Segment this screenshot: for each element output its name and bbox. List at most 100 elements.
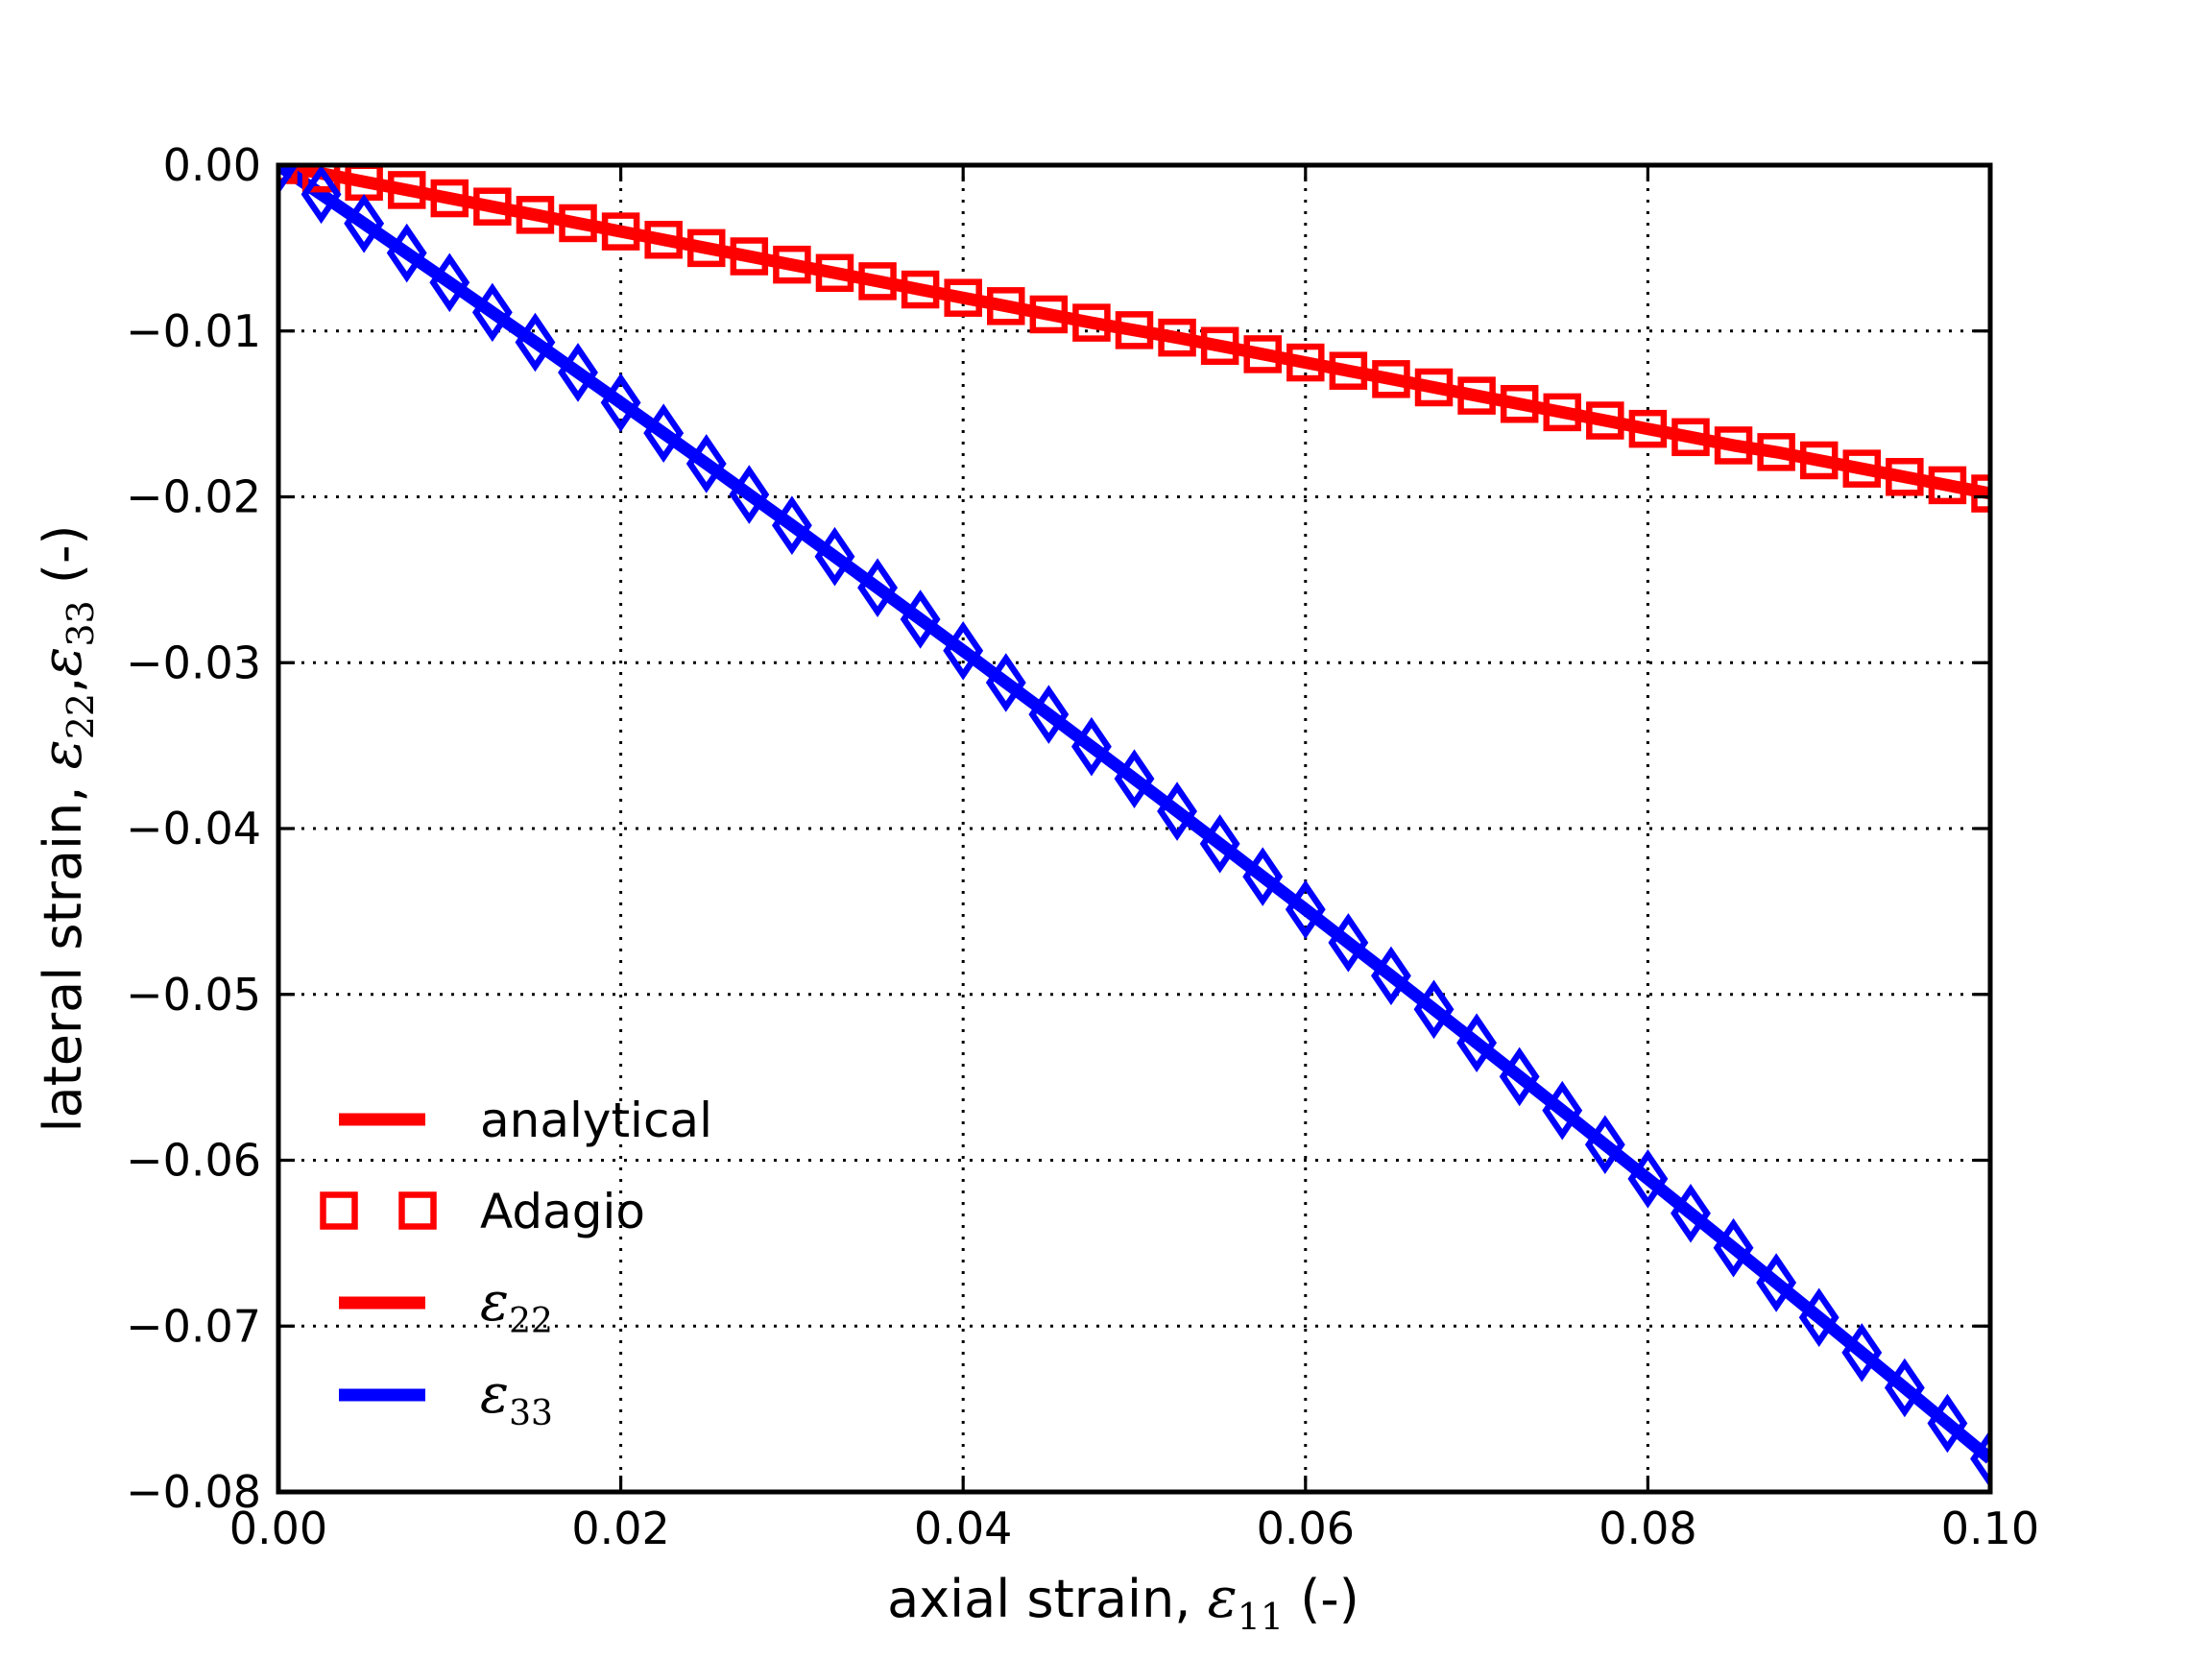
diamond-marker xyxy=(1584,1115,1625,1175)
label-segment: (-) xyxy=(33,524,93,600)
diamond-marker xyxy=(771,495,812,555)
square-marker xyxy=(601,212,640,251)
legend-label: ε33 xyxy=(480,1363,553,1433)
x-tick-label: 0.06 xyxy=(1257,1503,1355,1554)
legend-square-swatch xyxy=(320,1191,358,1230)
diamond-marker xyxy=(1413,979,1455,1040)
diamond-marker xyxy=(1328,913,1369,973)
legend-row: ε33 xyxy=(339,1363,553,1433)
square-marker xyxy=(473,187,512,226)
square-marker xyxy=(1372,360,1410,398)
label-segment: axial strain, xyxy=(887,1569,1207,1629)
label-segment: , xyxy=(33,677,93,693)
diamond-marker xyxy=(1884,1358,1925,1418)
diamond-marker xyxy=(1499,1046,1540,1107)
diamond-marker xyxy=(1841,1323,1883,1382)
label-segment: ε xyxy=(480,1363,509,1426)
diamond-marker xyxy=(1671,1184,1711,1243)
diamond-marker xyxy=(600,373,641,433)
series-markers-epsilon_22 xyxy=(278,165,1990,513)
square-marker xyxy=(1628,409,1668,448)
x-axis-label: axial strain, ε11 (-) xyxy=(887,1565,1359,1638)
square-marker xyxy=(1671,418,1710,457)
label-segment: ε xyxy=(29,647,94,677)
y-tick-label: −0.06 xyxy=(126,1135,261,1187)
square-marker xyxy=(516,196,555,234)
square-marker xyxy=(1842,449,1882,488)
diamond-marker xyxy=(515,312,556,373)
x-tick-label: 0.08 xyxy=(1599,1503,1696,1554)
square-marker xyxy=(1029,295,1069,334)
diamond-marker xyxy=(1199,814,1240,874)
diamond-marker xyxy=(471,282,513,343)
y-tick-label: −0.02 xyxy=(126,471,261,523)
y-tick-label: −0.07 xyxy=(126,1300,261,1352)
series-markers-epsilon_33 xyxy=(278,165,1990,1489)
label-segment: ε xyxy=(29,739,94,769)
diamond-marker xyxy=(1542,1080,1583,1141)
diamond-marker xyxy=(1627,1149,1669,1209)
square-marker xyxy=(1329,351,1368,390)
diamond-marker xyxy=(943,621,984,681)
diamond-marker xyxy=(344,194,385,253)
diamond-marker xyxy=(1157,781,1198,841)
diamond-marker xyxy=(1371,946,1411,1006)
diamond-marker xyxy=(1927,1393,1968,1454)
square-marker xyxy=(1243,335,1282,373)
diamond-marker xyxy=(301,165,342,225)
label-segment: Adagio xyxy=(480,1184,645,1239)
diamond-marker xyxy=(1713,1217,1754,1278)
legend-row: analytical xyxy=(339,1093,712,1148)
y-tick-label: −0.05 xyxy=(126,969,261,1021)
label-segment: ε xyxy=(480,1271,509,1334)
diamond-marker xyxy=(1285,879,1326,940)
square-marker xyxy=(1414,368,1454,407)
square-marker xyxy=(858,262,897,301)
diamond-marker xyxy=(643,403,685,463)
square-marker xyxy=(730,237,769,276)
label-segment: 22 xyxy=(509,1302,553,1341)
diamond-marker xyxy=(558,343,598,402)
square-marker xyxy=(687,228,726,268)
square-marker xyxy=(430,179,469,218)
square-marker xyxy=(1757,433,1795,471)
square-marker xyxy=(1928,466,1967,505)
diamond-marker xyxy=(1028,685,1070,744)
square-marker xyxy=(1586,401,1624,440)
square-marker xyxy=(387,171,426,209)
label-segment: 11 xyxy=(1238,1596,1284,1638)
square-marker xyxy=(559,204,597,243)
diamond-marker xyxy=(857,558,898,617)
legend-row: ε22 xyxy=(339,1271,553,1341)
square-marker xyxy=(1286,343,1325,382)
y-tick-label: −0.08 xyxy=(126,1466,261,1518)
label-segment: 33 xyxy=(509,1394,553,1433)
square-marker xyxy=(773,245,811,284)
square-marker xyxy=(1457,376,1496,415)
square-marker xyxy=(1072,303,1111,342)
legend-square-swatch xyxy=(398,1191,437,1230)
x-tick-label: 0.04 xyxy=(914,1503,1012,1554)
square-marker xyxy=(1714,426,1753,465)
label-segment: (-) xyxy=(1284,1569,1359,1629)
square-marker xyxy=(1158,318,1196,357)
y-tick-label: −0.01 xyxy=(126,305,261,357)
legend-label: ε22 xyxy=(480,1271,553,1341)
label-segment: 33 xyxy=(60,600,102,646)
legend-label: Adagio xyxy=(480,1184,645,1239)
diamond-marker xyxy=(900,589,941,649)
square-marker xyxy=(815,253,854,293)
y-tick-label: 0.00 xyxy=(163,139,261,191)
square-marker xyxy=(1799,441,1839,480)
x-tick-label: 0.10 xyxy=(1941,1503,2039,1554)
diamond-marker xyxy=(1242,847,1284,906)
x-tick-label: 0.02 xyxy=(571,1503,669,1554)
diamond-marker xyxy=(1970,1429,1990,1489)
square-marker xyxy=(901,270,940,309)
diamond-marker xyxy=(1456,1013,1498,1072)
diamond-marker xyxy=(1070,716,1112,777)
